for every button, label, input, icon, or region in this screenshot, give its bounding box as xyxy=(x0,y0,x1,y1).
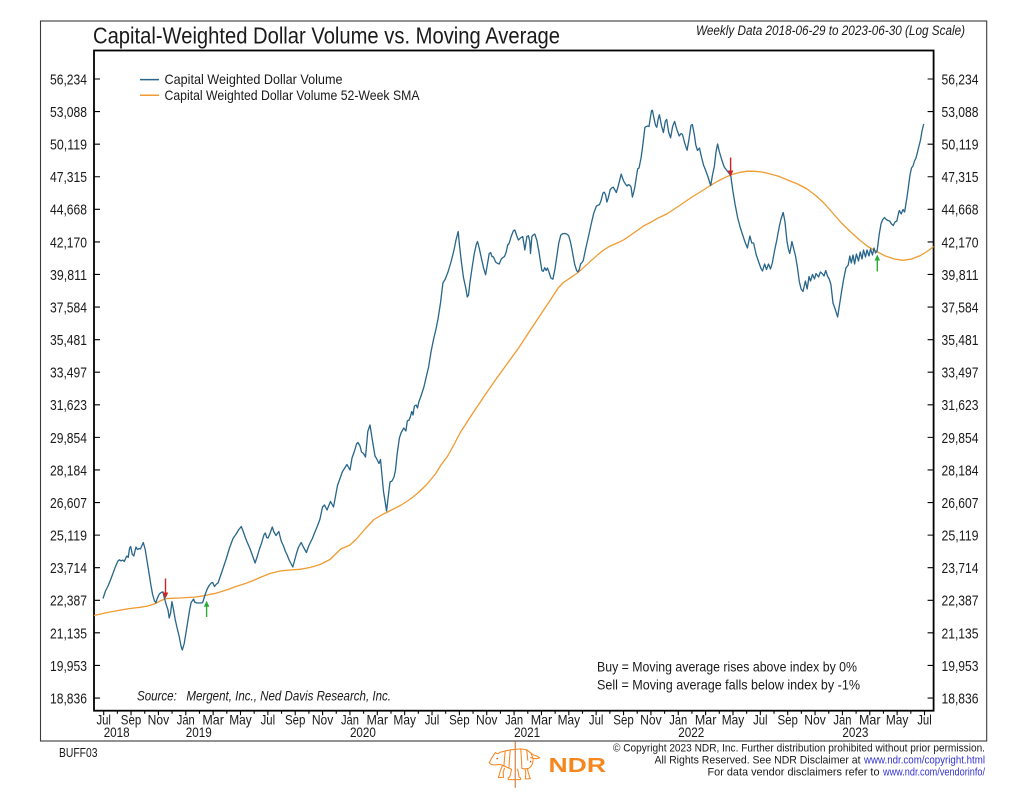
svg-text:47,315: 47,315 xyxy=(942,169,979,186)
svg-text:39,811: 39,811 xyxy=(50,267,87,284)
svg-text:23,714: 23,714 xyxy=(942,560,979,577)
svg-text:Jul: Jul xyxy=(96,712,111,727)
svg-text:Sep: Sep xyxy=(285,712,306,727)
svg-text:Sep: Sep xyxy=(613,712,634,727)
svg-text:42,170: 42,170 xyxy=(942,234,979,251)
svg-text:2023: 2023 xyxy=(842,725,868,740)
svg-text:26,607: 26,607 xyxy=(942,495,979,512)
svg-text:33,497: 33,497 xyxy=(942,365,979,382)
svg-text:53,088: 53,088 xyxy=(50,104,87,121)
svg-text:May: May xyxy=(558,712,581,727)
svg-text:50,119: 50,119 xyxy=(942,137,979,154)
svg-text:28,184: 28,184 xyxy=(50,462,87,479)
svg-text:Nov: Nov xyxy=(640,712,662,727)
svg-text:23,714: 23,714 xyxy=(50,560,87,577)
svg-text:18,836: 18,836 xyxy=(942,690,979,707)
svg-text:May: May xyxy=(886,712,909,727)
svg-text:May: May xyxy=(393,712,416,727)
svg-text:19,953: 19,953 xyxy=(942,658,979,675)
svg-text:19,953: 19,953 xyxy=(50,658,87,675)
svg-text:Capital-Weighted Dollar Volume: Capital-Weighted Dollar Volume vs. Movin… xyxy=(93,22,560,48)
svg-text:2020: 2020 xyxy=(350,725,376,740)
svg-text:2022: 2022 xyxy=(678,725,704,740)
svg-text:Jul: Jul xyxy=(589,712,604,727)
svg-text:47,315: 47,315 xyxy=(50,169,87,186)
svg-text:22,387: 22,387 xyxy=(942,593,979,610)
svg-text:Buy = Moving average rises abo: Buy = Moving average rises above index b… xyxy=(597,658,857,674)
svg-text:Sell = Moving average falls be: Sell = Moving average falls below index … xyxy=(597,677,860,693)
svg-text:Nov: Nov xyxy=(312,712,334,727)
svg-text:Jul: Jul xyxy=(425,712,440,727)
svg-text:May: May xyxy=(722,712,745,727)
svg-text:21,135: 21,135 xyxy=(50,625,87,642)
svg-text:2021: 2021 xyxy=(514,725,540,740)
svg-text:www.ndr.com/copyright.html: www.ndr.com/copyright.html xyxy=(863,755,985,767)
svg-text:Jul: Jul xyxy=(261,712,276,727)
svg-text:39,811: 39,811 xyxy=(942,267,979,284)
svg-text:© Copyright 2023 NDR, Inc. Fur: © Copyright 2023 NDR, Inc. Further distr… xyxy=(613,742,985,754)
svg-text:56,234: 56,234 xyxy=(942,71,979,88)
svg-text:Mar: Mar xyxy=(367,712,389,727)
svg-text:Capital Weighted Dollar Volume: Capital Weighted Dollar Volume 52-Week S… xyxy=(165,88,421,103)
svg-text:Jul: Jul xyxy=(753,712,768,727)
svg-text:37,584: 37,584 xyxy=(50,299,87,316)
svg-text:56,234: 56,234 xyxy=(50,71,87,88)
svg-text:Capital Weighted Dollar Volume: Capital Weighted Dollar Volume xyxy=(165,72,343,87)
svg-text:For data vendor disclaimers re: For data vendor disclaimers refer to xyxy=(708,767,880,779)
svg-text:BUFF03: BUFF03 xyxy=(59,746,98,760)
svg-text:29,854: 29,854 xyxy=(50,430,87,447)
svg-text:37,584: 37,584 xyxy=(942,299,979,316)
svg-text:Jul: Jul xyxy=(917,712,932,727)
svg-text:29,854: 29,854 xyxy=(942,430,979,447)
svg-text:Sep: Sep xyxy=(449,712,470,727)
svg-text:28,184: 28,184 xyxy=(942,462,979,479)
svg-text:25,119: 25,119 xyxy=(50,528,87,545)
svg-text:Nov: Nov xyxy=(804,712,826,727)
svg-text:Jan: Jan xyxy=(341,712,359,727)
svg-text:Mar: Mar xyxy=(695,712,717,727)
svg-text:26,607: 26,607 xyxy=(50,495,87,512)
svg-text:NDR: NDR xyxy=(549,755,607,777)
svg-text:Weekly Data 2018-06-29 to 2023: Weekly Data 2018-06-29 to 2023-06-30 (Lo… xyxy=(696,23,965,39)
svg-text:22,387: 22,387 xyxy=(50,593,87,610)
svg-text:May: May xyxy=(229,712,252,727)
svg-text:53,088: 53,088 xyxy=(942,104,979,121)
svg-text:All Rights Reserved. See NDR D: All Rights Reserved. See NDR Disclaimer … xyxy=(655,755,862,767)
svg-text:25,119: 25,119 xyxy=(942,528,979,545)
svg-text:21,135: 21,135 xyxy=(942,625,979,642)
svg-text:Jan: Jan xyxy=(177,712,195,727)
svg-text:Mar: Mar xyxy=(531,712,553,727)
svg-text:2018: 2018 xyxy=(104,725,130,740)
svg-text:Mar: Mar xyxy=(859,712,881,727)
svg-text:Jan: Jan xyxy=(505,712,523,727)
svg-text:Mar: Mar xyxy=(202,712,224,727)
svg-text:Source: Mergent, Inc., Ned D: Source: Mergent, Inc., Ned Davis Researc… xyxy=(137,687,391,703)
svg-text:33,497: 33,497 xyxy=(50,365,87,382)
svg-text:31,623: 31,623 xyxy=(50,397,87,414)
svg-text:50,119: 50,119 xyxy=(50,137,87,154)
svg-text:2019: 2019 xyxy=(186,725,212,740)
svg-text:Nov: Nov xyxy=(476,712,498,727)
svg-text:42,170: 42,170 xyxy=(50,234,87,251)
svg-text:Jan: Jan xyxy=(833,712,851,727)
svg-text:www.ndr.com/vendorinfo/: www.ndr.com/vendorinfo/ xyxy=(882,767,985,779)
svg-text:35,481: 35,481 xyxy=(50,332,87,349)
svg-text:Sep: Sep xyxy=(121,712,142,727)
svg-text:44,668: 44,668 xyxy=(942,202,979,219)
svg-text:44,668: 44,668 xyxy=(50,202,87,219)
svg-text:31,623: 31,623 xyxy=(942,397,979,414)
svg-text:Jan: Jan xyxy=(669,712,687,727)
svg-text:Nov: Nov xyxy=(148,712,170,727)
svg-text:18,836: 18,836 xyxy=(50,690,87,707)
svg-text:Sep: Sep xyxy=(777,712,798,727)
svg-text:35,481: 35,481 xyxy=(942,332,979,349)
